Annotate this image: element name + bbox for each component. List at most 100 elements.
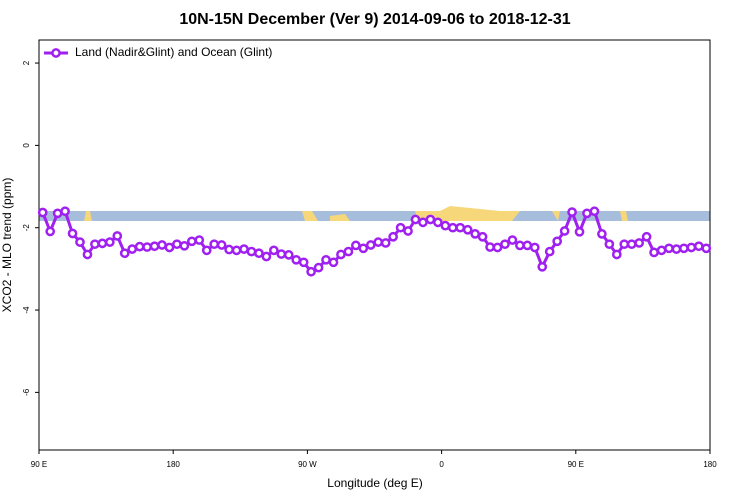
data-point xyxy=(336,249,346,260)
data-point xyxy=(470,229,480,239)
data-point xyxy=(611,249,622,260)
data-point xyxy=(52,208,63,219)
legend-marker xyxy=(51,48,61,58)
x-tick-label: 90 W xyxy=(298,460,317,469)
data-point xyxy=(567,207,577,217)
data-point xyxy=(477,231,488,242)
land xyxy=(552,211,560,221)
data-point xyxy=(149,241,160,252)
x-tick-label: 90 E xyxy=(568,460,584,469)
data-point xyxy=(395,222,406,233)
data-point xyxy=(649,247,659,258)
land xyxy=(620,211,628,221)
data-point xyxy=(425,214,436,225)
data-point xyxy=(403,226,413,236)
data-point xyxy=(679,243,689,254)
data-point xyxy=(231,245,242,256)
data-point xyxy=(37,207,48,218)
data-point xyxy=(209,239,220,250)
data-point xyxy=(164,242,175,253)
data-point xyxy=(529,242,540,253)
data-point xyxy=(619,239,630,250)
data-point xyxy=(380,238,391,248)
data-point xyxy=(641,231,652,242)
x-tick-label: 0 xyxy=(439,460,444,469)
data-point xyxy=(179,240,190,251)
legend-label: Land (Nadir&Glint) and Ocean (Glint) xyxy=(75,45,272,59)
data-point xyxy=(60,206,70,217)
data-point xyxy=(500,239,510,250)
data-point xyxy=(388,231,398,242)
data-point xyxy=(172,239,182,250)
data-point xyxy=(157,240,167,250)
x-tick-label: 180 xyxy=(703,460,717,469)
ocean-band xyxy=(39,211,710,221)
data-point xyxy=(604,239,615,250)
data-point xyxy=(462,224,473,235)
data-point xyxy=(537,261,548,272)
data-point xyxy=(552,236,563,247)
data-point xyxy=(328,257,339,268)
data-point xyxy=(343,246,354,257)
y-tick-label: -6 xyxy=(22,388,31,396)
land xyxy=(415,206,520,221)
data-point xyxy=(701,243,712,254)
data-point xyxy=(365,240,376,250)
data-point xyxy=(127,244,138,254)
y-tick-label: -4 xyxy=(22,306,31,314)
data-point xyxy=(201,245,212,256)
data-point xyxy=(447,222,458,233)
background-map xyxy=(39,206,710,221)
data-point xyxy=(67,228,78,239)
data-point xyxy=(186,236,197,247)
data-point xyxy=(418,217,428,228)
data-point xyxy=(544,246,555,257)
land xyxy=(330,214,350,221)
data-point xyxy=(515,240,525,251)
land xyxy=(302,211,318,221)
data-point xyxy=(90,239,100,250)
data-point xyxy=(194,235,205,245)
data-point xyxy=(440,220,451,231)
data-point xyxy=(104,237,115,247)
data-point xyxy=(507,235,518,245)
x-axis-label: Longitude (deg E) xyxy=(327,476,422,490)
plot-frame xyxy=(38,39,711,451)
data-point xyxy=(261,251,272,262)
data-point xyxy=(45,226,56,237)
data-point xyxy=(574,226,585,237)
data-point xyxy=(597,229,607,239)
data-point xyxy=(246,246,257,257)
y-tick-label: -2 xyxy=(22,224,31,232)
data-point xyxy=(283,250,294,260)
data-point xyxy=(373,237,384,247)
data-point xyxy=(492,242,503,253)
data-point xyxy=(410,214,421,225)
y-tick-label: 0 xyxy=(22,143,31,148)
chart-title: 10N-15N December (Ver 9) 2014-09-06 to 2… xyxy=(179,11,570,28)
data-point xyxy=(634,238,645,248)
data-point xyxy=(216,240,227,250)
data-point xyxy=(351,240,361,251)
data-point xyxy=(224,244,234,255)
data-point xyxy=(119,248,130,259)
data-point xyxy=(276,249,287,259)
data-point xyxy=(664,243,674,254)
data-point xyxy=(269,245,279,256)
data-point xyxy=(142,242,152,252)
data-point xyxy=(112,231,123,241)
data-point xyxy=(626,239,637,250)
data-point xyxy=(134,241,145,252)
data-point xyxy=(671,244,682,254)
data-point xyxy=(291,254,302,265)
land xyxy=(84,211,92,221)
data-point xyxy=(298,257,309,268)
data-point xyxy=(686,242,697,253)
data-point xyxy=(455,222,466,233)
x-tick-label: 180 xyxy=(167,460,181,469)
data-point xyxy=(693,241,704,252)
data-point xyxy=(582,208,592,219)
data-point xyxy=(321,254,331,265)
data-point xyxy=(433,217,443,228)
